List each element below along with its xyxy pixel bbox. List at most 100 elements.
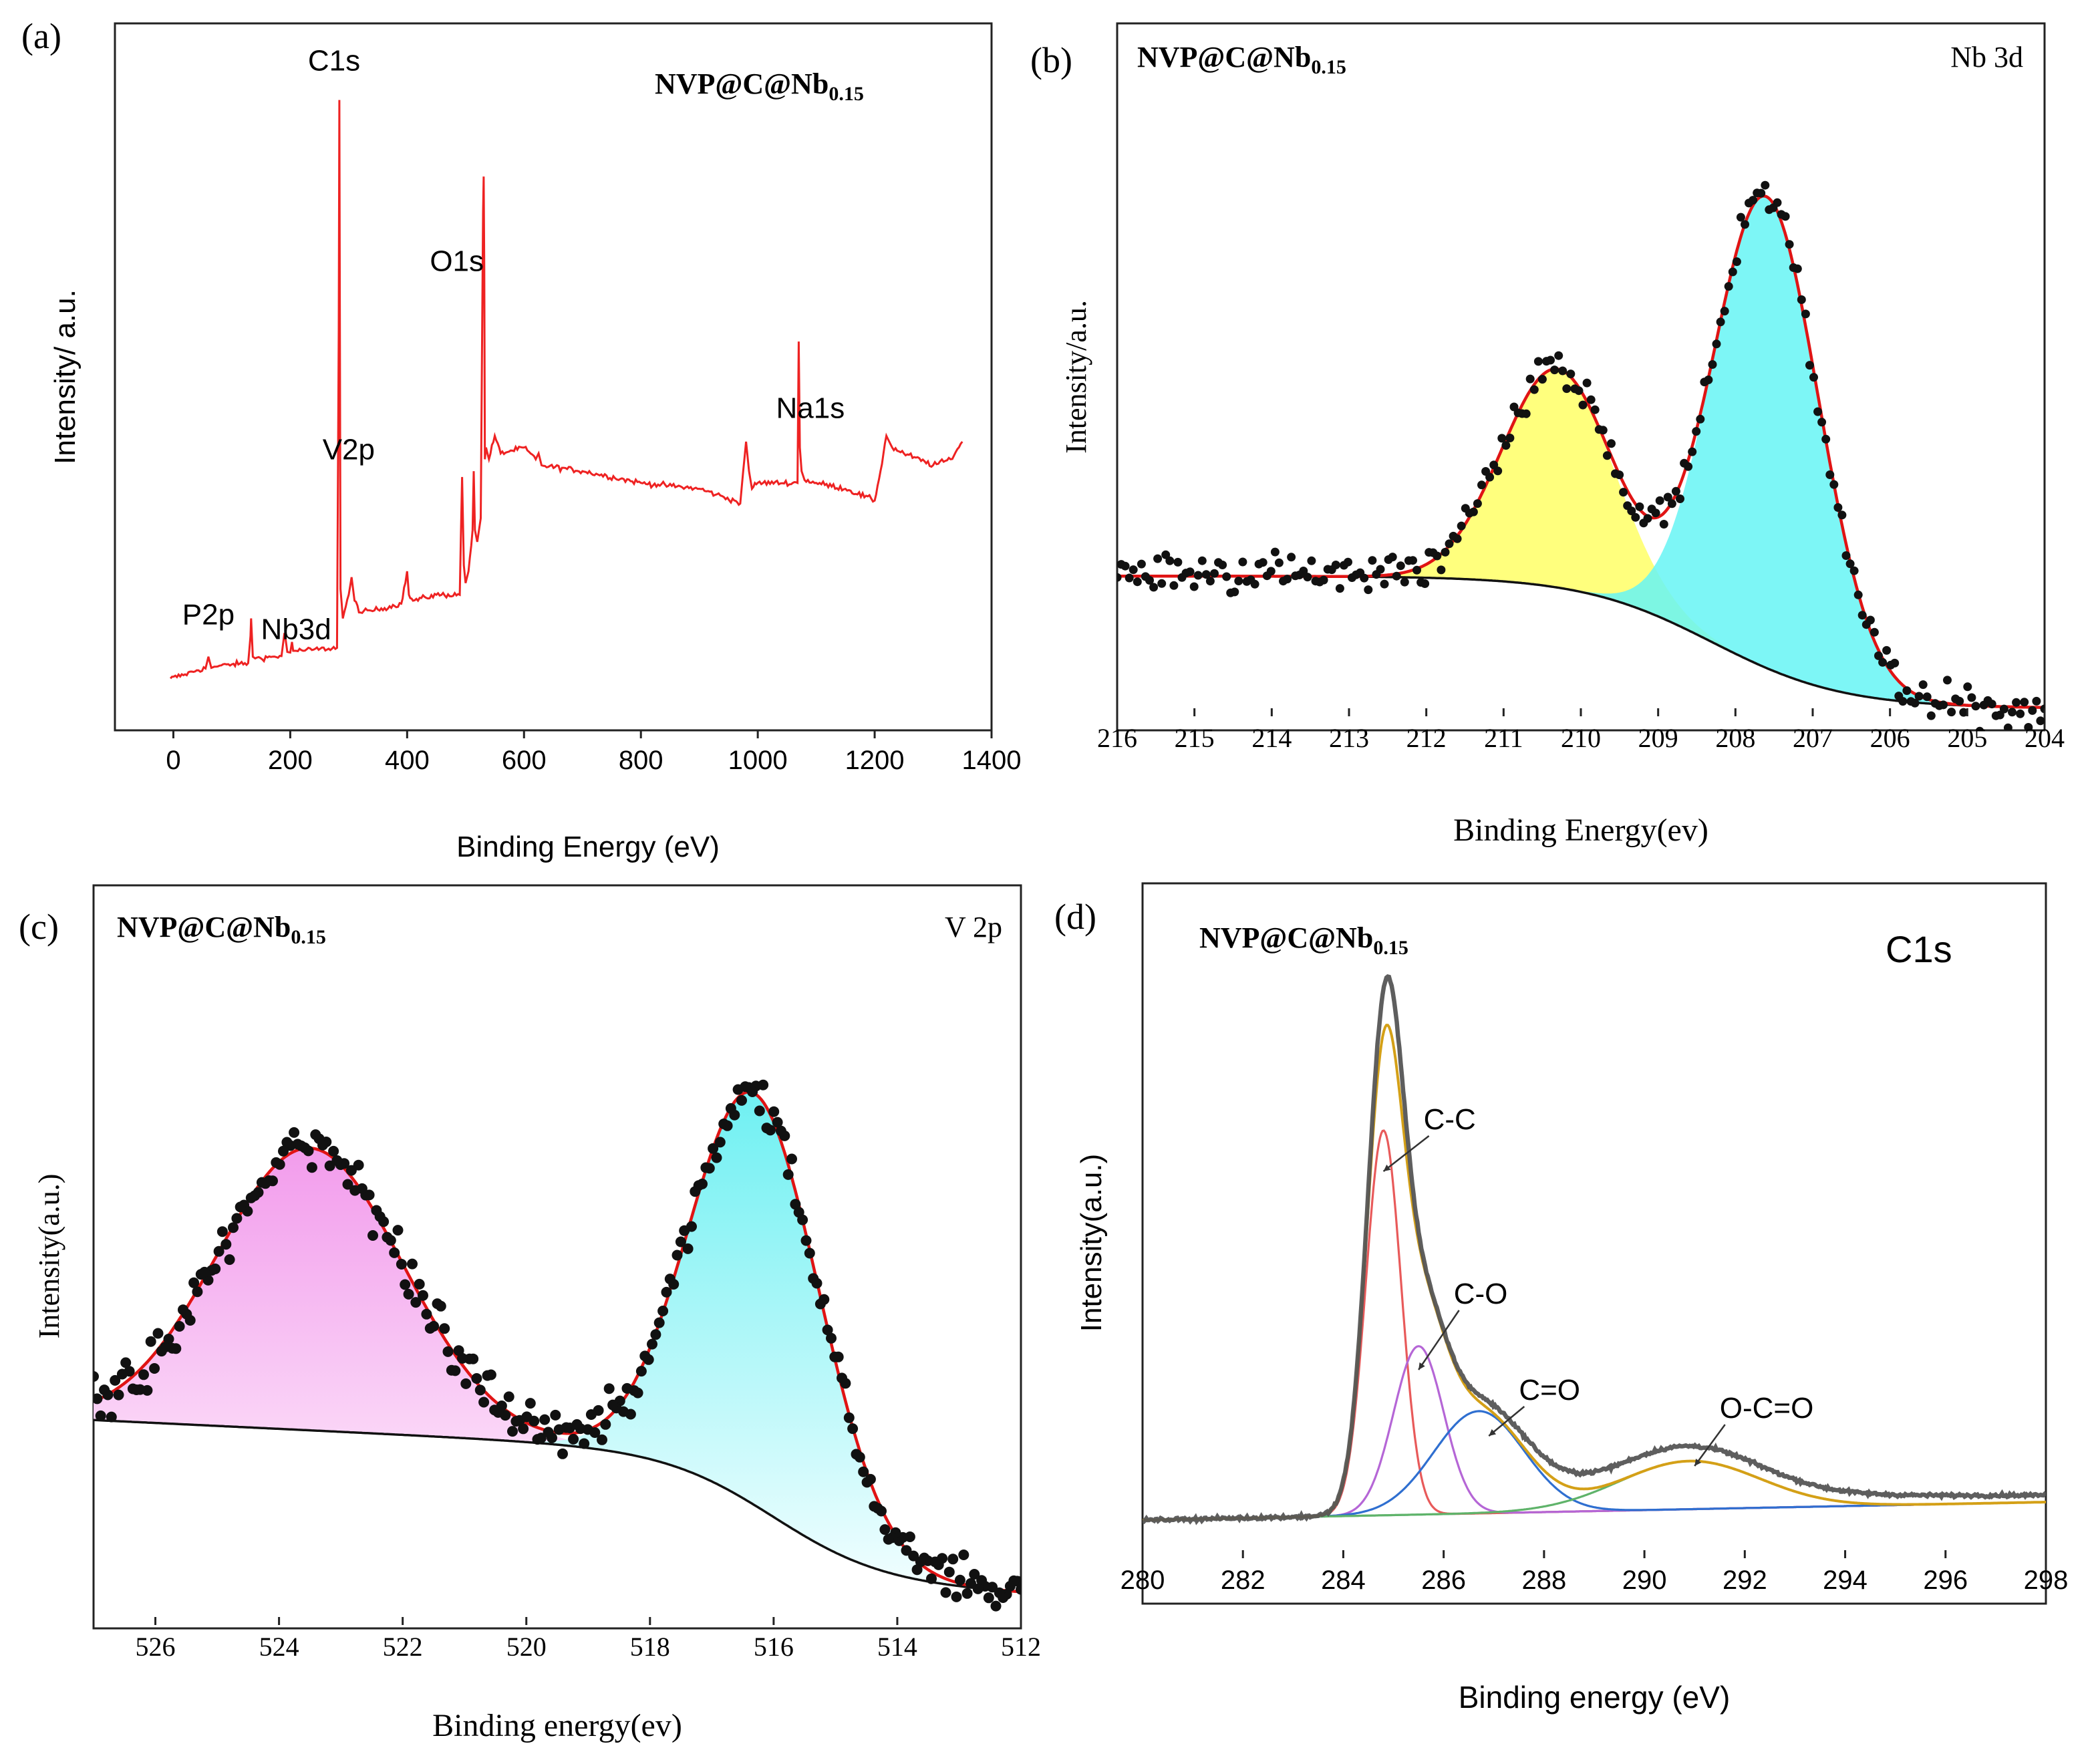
x-tick-label: 1400	[962, 746, 1022, 775]
data-point	[940, 1587, 951, 1598]
data-point	[1963, 682, 1972, 692]
x-tick-label: 518	[630, 1632, 670, 1662]
data-point	[188, 1277, 200, 1288]
data-point	[1817, 418, 1827, 427]
data-point	[94, 1393, 103, 1405]
data-point	[1708, 360, 1717, 369]
panel-d-envelope	[1143, 1024, 2046, 1521]
data-point	[1205, 577, 1215, 586]
data-point	[489, 1405, 500, 1416]
annotation-arrow	[1488, 1406, 1525, 1437]
x-tick-label: 200	[268, 746, 313, 775]
data-point	[174, 1321, 185, 1332]
panel-d-frame	[1141, 882, 2047, 1605]
data-point	[1348, 573, 1356, 582]
data-point	[1671, 486, 1680, 496]
x-tick-label: 800	[619, 746, 663, 775]
x-tick-label: 516	[754, 1632, 794, 1662]
data-point	[202, 1274, 214, 1286]
data-point	[152, 1328, 164, 1339]
data-point	[228, 1222, 239, 1233]
panel-c-label: (c)	[19, 907, 59, 947]
data-point	[1659, 520, 1668, 529]
data-point	[1902, 686, 1912, 696]
data-point	[1441, 547, 1450, 557]
data-point	[532, 1434, 543, 1445]
data-point	[1481, 467, 1491, 476]
data-point	[1785, 240, 1794, 249]
data-point	[804, 1247, 815, 1259]
panel-b-sample-label: NVP@C@Nb0.15	[1137, 41, 1346, 78]
data-point	[138, 1369, 149, 1380]
data-point	[382, 1231, 393, 1243]
panel-d-x-label: Binding energy (eV)	[1459, 1680, 1731, 1715]
panel-a-sample-label: NVP@C@Nb0.15	[655, 67, 864, 105]
panel-c-data-points	[94, 1079, 1021, 1612]
data-point	[2003, 723, 2012, 730]
data-point	[772, 1117, 783, 1128]
data-point	[585, 1409, 597, 1420]
panel-c-x-axis: 526 524 522 520 518 516 514 512	[136, 1617, 1041, 1662]
data-point	[635, 1366, 647, 1377]
data-point	[432, 1298, 443, 1310]
peak-label-c1s: C1s	[308, 45, 360, 78]
data-point	[647, 1338, 657, 1350]
x-tick-label: 526	[136, 1632, 176, 1662]
panel-a-frame	[114, 22, 993, 732]
data-point	[657, 1306, 669, 1316]
data-point	[1416, 578, 1426, 587]
data-point	[675, 1236, 686, 1247]
panel-d-annotations: C-C C-O C=O O-C=O	[1382, 1103, 1813, 1467]
data-point	[1631, 512, 1640, 522]
data-point	[1971, 702, 1980, 711]
data-point	[281, 1137, 293, 1148]
data-point	[2016, 709, 2025, 718]
data-point	[1720, 307, 1729, 316]
data-point	[1372, 570, 1381, 579]
data-point	[1967, 693, 1976, 702]
data-point	[2024, 723, 2033, 730]
data-point	[271, 1157, 282, 1168]
data-point	[1829, 480, 1839, 489]
data-point	[1550, 365, 1559, 375]
peak-label-v2p: V2p	[323, 433, 375, 466]
data-point	[1279, 577, 1288, 586]
data-point	[1857, 611, 1867, 620]
data-point	[1922, 692, 1932, 702]
panel-b-peak-1-fill	[1117, 369, 2045, 708]
data-point	[1578, 400, 1588, 410]
data-point	[1339, 561, 1348, 570]
data-point	[1457, 521, 1466, 531]
data-point	[478, 1396, 490, 1408]
data-point	[1635, 502, 1644, 511]
data-point	[1335, 584, 1344, 593]
data-point	[1201, 570, 1211, 579]
data-point	[474, 1384, 486, 1396]
data-point	[1853, 590, 1863, 599]
data-point	[568, 1433, 579, 1445]
data-point	[525, 1398, 536, 1409]
data-point	[235, 1201, 246, 1213]
data-point	[1489, 460, 1499, 470]
data-point	[156, 1346, 167, 1357]
data-point	[1582, 378, 1592, 388]
data-point	[976, 1575, 988, 1586]
data-point	[1505, 434, 1515, 442]
data-point	[1886, 660, 1896, 670]
data-point	[1724, 282, 1733, 291]
data-point	[550, 1409, 561, 1421]
data-point	[367, 1230, 378, 1241]
data-point	[782, 1169, 794, 1180]
x-tick-label: 1200	[845, 746, 905, 775]
data-point	[1157, 579, 1167, 588]
data-point	[424, 1323, 436, 1334]
panel-a-survey: (a) 0 200 400 600 800 1000 1200 1400 C1s O1s V2p N…	[21, 16, 1021, 863]
data-point	[926, 1573, 937, 1584]
panel-b-peak-2-fill	[1117, 196, 2045, 708]
data-point	[1537, 375, 1547, 384]
data-point	[1870, 627, 1879, 637]
data-point	[1745, 198, 1753, 208]
panel-c-region-label: V 2p	[945, 911, 1002, 943]
data-point	[400, 1279, 411, 1290]
data-point	[621, 1382, 633, 1394]
